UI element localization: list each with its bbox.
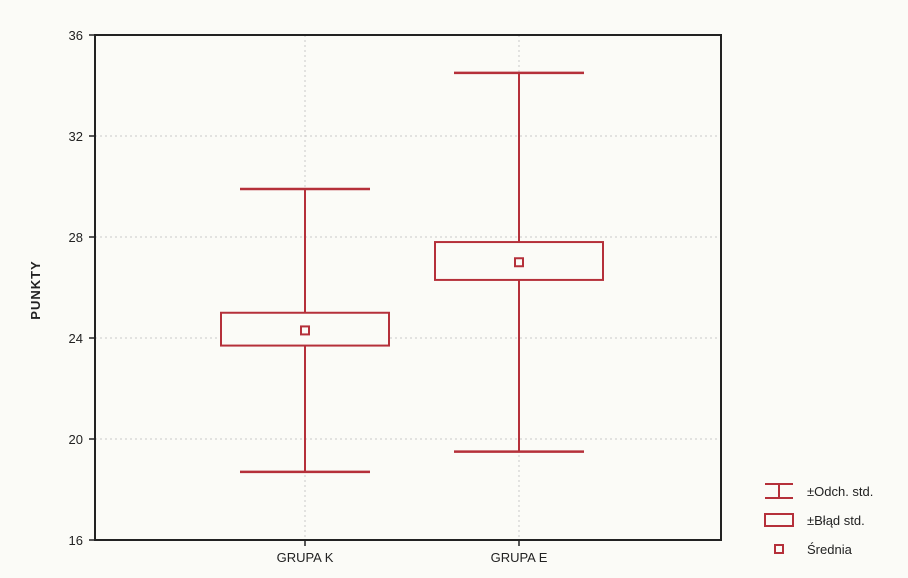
legend-mean-symbol [774, 544, 784, 554]
legend-se-symbol [764, 513, 794, 527]
mean-marker [514, 257, 524, 268]
plot-frame [94, 34, 722, 541]
y-tick-label: 24 [69, 331, 83, 346]
legend-label-sd: ±Odch. std. [807, 484, 873, 499]
y-axis-title: PUNKTY [28, 260, 43, 319]
y-axis: 16 20 24 28 32 36 [69, 28, 95, 548]
mean-marker [300, 325, 310, 336]
grid [95, 35, 721, 540]
y-tick-label: 16 [69, 533, 83, 548]
legend-item-se: ±Błąd std. [764, 513, 865, 528]
y-tick-label: 32 [69, 129, 83, 144]
x-tick-label: GRUPA E [491, 550, 548, 565]
y-tick-label: 28 [69, 230, 83, 245]
legend: ±Odch. std. ±Błąd std. Średnia [764, 483, 873, 557]
x-axis: GRUPA K GRUPA E [277, 540, 548, 565]
legend-item-mean: Średnia [774, 542, 853, 557]
box-group [220, 187, 390, 474]
legend-item-sd: ±Odch. std. [765, 483, 873, 499]
y-tick-label: 20 [69, 432, 83, 447]
y-tick-label: 36 [69, 28, 83, 43]
box-group [434, 71, 604, 453]
legend-label-mean: Średnia [807, 542, 853, 557]
x-tick-label: GRUPA K [277, 550, 334, 565]
plot-area [220, 71, 604, 474]
legend-label-se: ±Błąd std. [807, 513, 865, 528]
